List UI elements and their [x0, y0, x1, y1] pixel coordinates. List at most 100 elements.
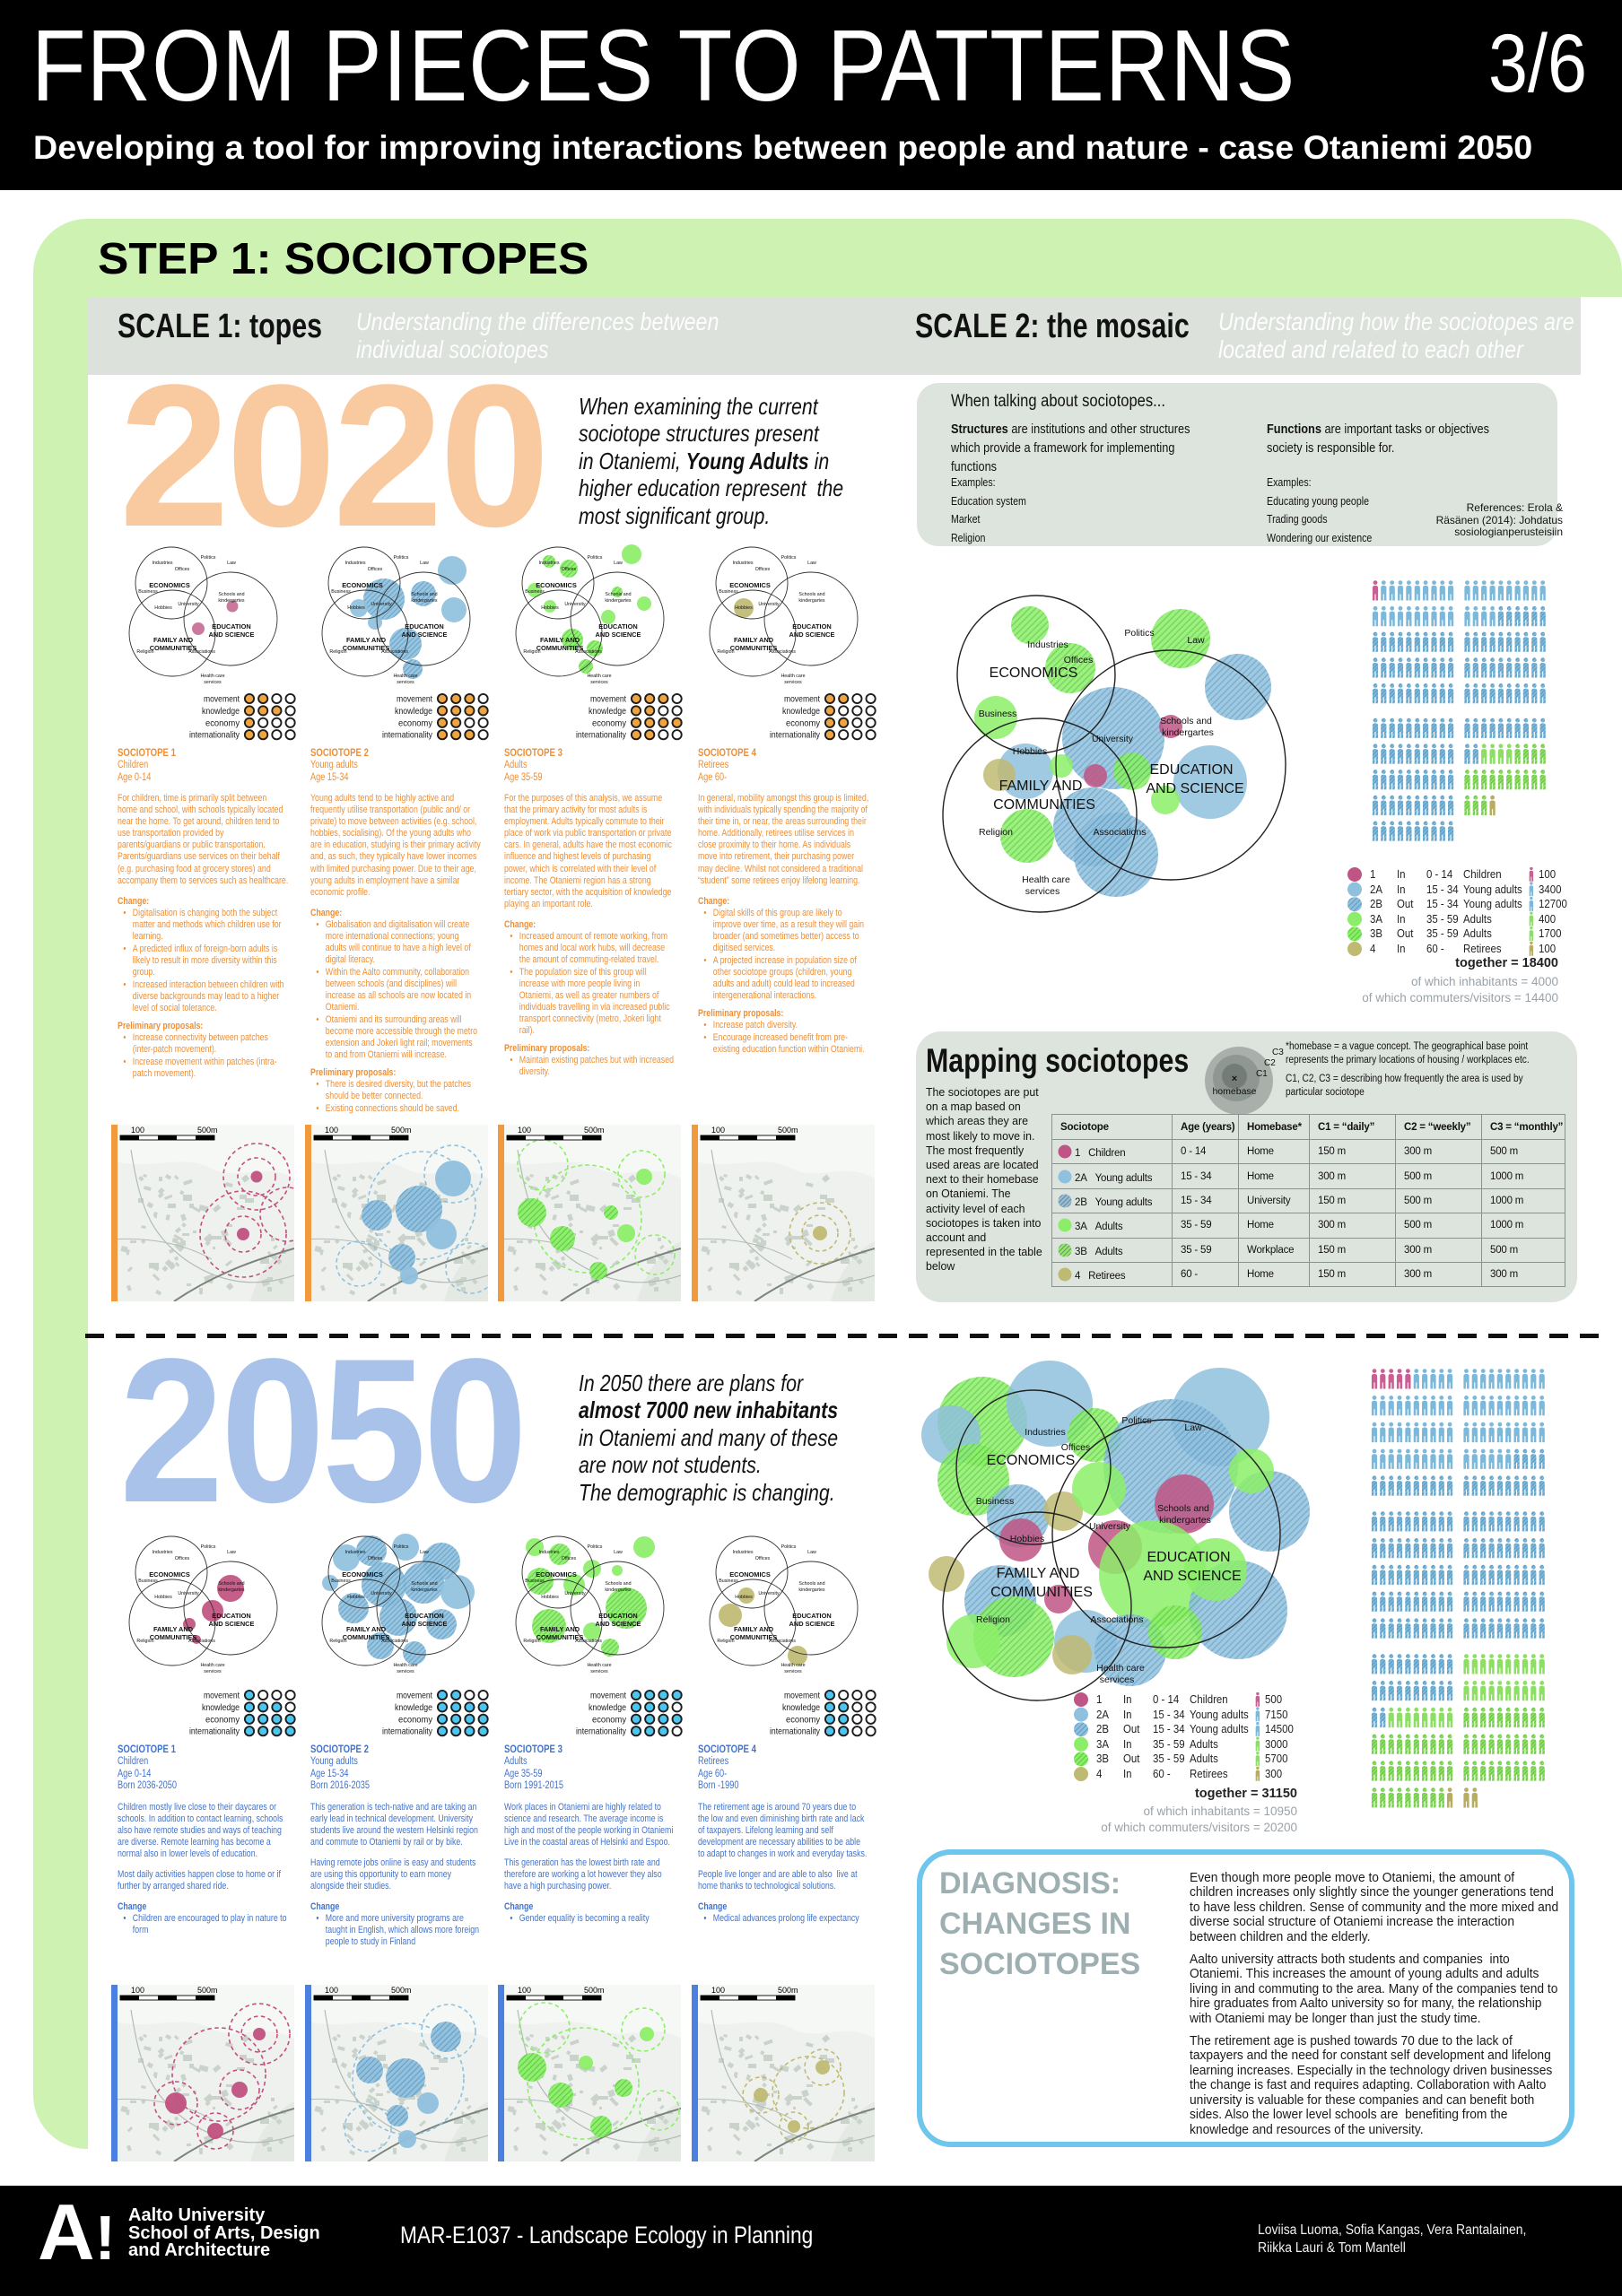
svg-text:internationality: internationality	[189, 1727, 240, 1737]
svg-text:knowledge: knowledge	[395, 1703, 432, 1713]
svg-text:economy: economy	[205, 1715, 240, 1725]
svg-text:Hobbies: Hobbies	[347, 1595, 365, 1600]
svg-text:Health care: Health care	[200, 1663, 224, 1668]
svg-text:kindergartes: kindergartes	[411, 1587, 437, 1593]
svg-text:500m: 500m	[778, 1126, 798, 1135]
svg-text:ECONOMICS: ECONOMICS	[342, 1570, 383, 1578]
svg-text:Industries: Industries	[733, 561, 754, 566]
svg-text:Law: Law	[807, 561, 816, 566]
svg-text:Schools and: Schools and	[605, 1581, 631, 1587]
svg-text:Hobbies: Hobbies	[154, 605, 172, 611]
svg-text:internationality: internationality	[382, 731, 432, 741]
svg-text:COMMUNITIES: COMMUNITIES	[343, 1633, 390, 1641]
svg-text:kindergartes: kindergartes	[798, 1587, 824, 1593]
svg-text:Industries: Industries	[345, 561, 366, 566]
svg-text:movement: movement	[204, 1692, 240, 1701]
svg-text:Politics: Politics	[781, 555, 797, 561]
svg-text:Religion: Religion	[136, 1639, 153, 1644]
svg-text:Health care: Health care	[780, 674, 805, 679]
svg-text:Business: Business	[331, 1578, 351, 1584]
svg-text:ECONOMICS: ECONOMICS	[536, 581, 577, 589]
svg-text:EDUCATION: EDUCATION	[598, 622, 637, 631]
svg-text:Schools and: Schools and	[605, 592, 631, 597]
svg-text:Schools and: Schools and	[411, 1581, 437, 1587]
svg-text:movement: movement	[397, 1692, 432, 1701]
svg-text:Industries: Industries	[345, 1550, 366, 1555]
svg-text:movement: movement	[204, 695, 240, 705]
svg-text:ECONOMICS: ECONOMICS	[342, 581, 383, 589]
svg-text:×: ×	[1232, 1074, 1237, 1084]
svg-text:services: services	[784, 680, 802, 685]
svg-text:500m: 500m	[197, 1126, 218, 1135]
svg-text:Politics: Politics	[394, 1544, 409, 1550]
svg-text:services: services	[397, 1669, 414, 1674]
svg-text:Hobbies: Hobbies	[541, 1595, 559, 1600]
svg-text:economy: economy	[398, 718, 432, 728]
svg-text:economy: economy	[398, 1715, 432, 1725]
svg-text:COMMUNITIES: COMMUNITIES	[150, 644, 197, 652]
svg-text:Religion: Religion	[717, 649, 734, 655]
svg-text:Associations: Associations	[381, 649, 408, 655]
svg-text:100: 100	[131, 1126, 144, 1135]
svg-text:movement: movement	[784, 695, 820, 705]
svg-text:Offices: Offices	[755, 567, 771, 572]
svg-text:100: 100	[711, 1126, 725, 1135]
svg-text:ECONOMICS: ECONOMICS	[536, 1570, 577, 1578]
svg-text:COMMUNITIES: COMMUNITIES	[730, 1633, 778, 1641]
svg-text:kindergartes: kindergartes	[218, 1587, 244, 1593]
svg-text:FAMILY AND: FAMILY AND	[734, 636, 774, 644]
svg-text:Religion: Religion	[717, 1639, 734, 1644]
svg-text:Associations: Associations	[769, 649, 796, 655]
svg-text:kindergartes: kindergartes	[605, 1587, 631, 1593]
svg-text:Health care: Health care	[393, 1663, 417, 1668]
svg-text:Religion: Religion	[523, 649, 540, 655]
svg-text:economy: economy	[592, 1715, 626, 1725]
svg-text:Hobbies: Hobbies	[735, 1595, 753, 1600]
svg-text:100: 100	[325, 1986, 338, 1995]
svg-text:University: University	[564, 602, 586, 607]
svg-text:Law: Law	[807, 1550, 816, 1555]
svg-text:Business: Business	[138, 589, 158, 595]
svg-text:Schools and: Schools and	[411, 592, 437, 597]
svg-text:Offices: Offices	[175, 1556, 190, 1561]
svg-text:100: 100	[711, 1986, 725, 1995]
svg-text:services: services	[204, 680, 222, 685]
svg-text:FAMILY AND: FAMILY AND	[346, 636, 387, 644]
svg-text:Hobbies: Hobbies	[347, 605, 365, 611]
svg-text:EDUCATION: EDUCATION	[405, 622, 443, 631]
svg-text:Business: Business	[138, 1578, 158, 1584]
svg-text:COMMUNITIES: COMMUNITIES	[536, 1633, 584, 1641]
svg-text:Schools and: Schools and	[798, 592, 824, 597]
svg-text:kindergartes: kindergartes	[798, 598, 824, 604]
svg-text:COMMUNITIES: COMMUNITIES	[536, 644, 584, 652]
svg-text:economy: economy	[786, 718, 820, 728]
svg-text:Offices: Offices	[368, 1556, 383, 1561]
svg-text:EDUCATION: EDUCATION	[212, 622, 250, 631]
svg-text:Associations: Associations	[381, 1639, 408, 1644]
svg-text:AND SCIENCE: AND SCIENCE	[789, 1620, 835, 1628]
svg-text:500m: 500m	[584, 1126, 605, 1135]
svg-text:EDUCATION: EDUCATION	[212, 1612, 250, 1620]
svg-text:University: University	[758, 602, 780, 607]
svg-text:100: 100	[131, 1986, 144, 1995]
svg-text:AND SCIENCE: AND SCIENCE	[596, 631, 641, 639]
svg-text:internationality: internationality	[189, 731, 240, 741]
svg-text:AND SCIENCE: AND SCIENCE	[402, 1620, 448, 1628]
svg-text:kindergartes: kindergartes	[218, 598, 244, 604]
svg-text:Politics: Politics	[394, 555, 409, 561]
svg-text:COMMUNITIES: COMMUNITIES	[150, 1633, 197, 1641]
svg-text:internationality: internationality	[576, 731, 626, 741]
svg-text:knowledge: knowledge	[202, 1703, 240, 1713]
svg-text:C1: C1	[1256, 1069, 1268, 1079]
svg-text:EDUCATION: EDUCATION	[792, 622, 831, 631]
svg-text:500m: 500m	[584, 1986, 605, 1995]
svg-text:AND SCIENCE: AND SCIENCE	[209, 1620, 255, 1628]
svg-text:Schools and: Schools and	[218, 1581, 244, 1587]
svg-text:Hobbies: Hobbies	[154, 1595, 172, 1600]
svg-text:homebase: homebase	[1212, 1086, 1256, 1097]
svg-text:movement: movement	[784, 1692, 820, 1701]
svg-text:internationality: internationality	[382, 1727, 432, 1737]
svg-text:Industries: Industries	[733, 1550, 754, 1555]
svg-text:Law: Law	[614, 561, 623, 566]
svg-text:Religion: Religion	[523, 1639, 540, 1644]
